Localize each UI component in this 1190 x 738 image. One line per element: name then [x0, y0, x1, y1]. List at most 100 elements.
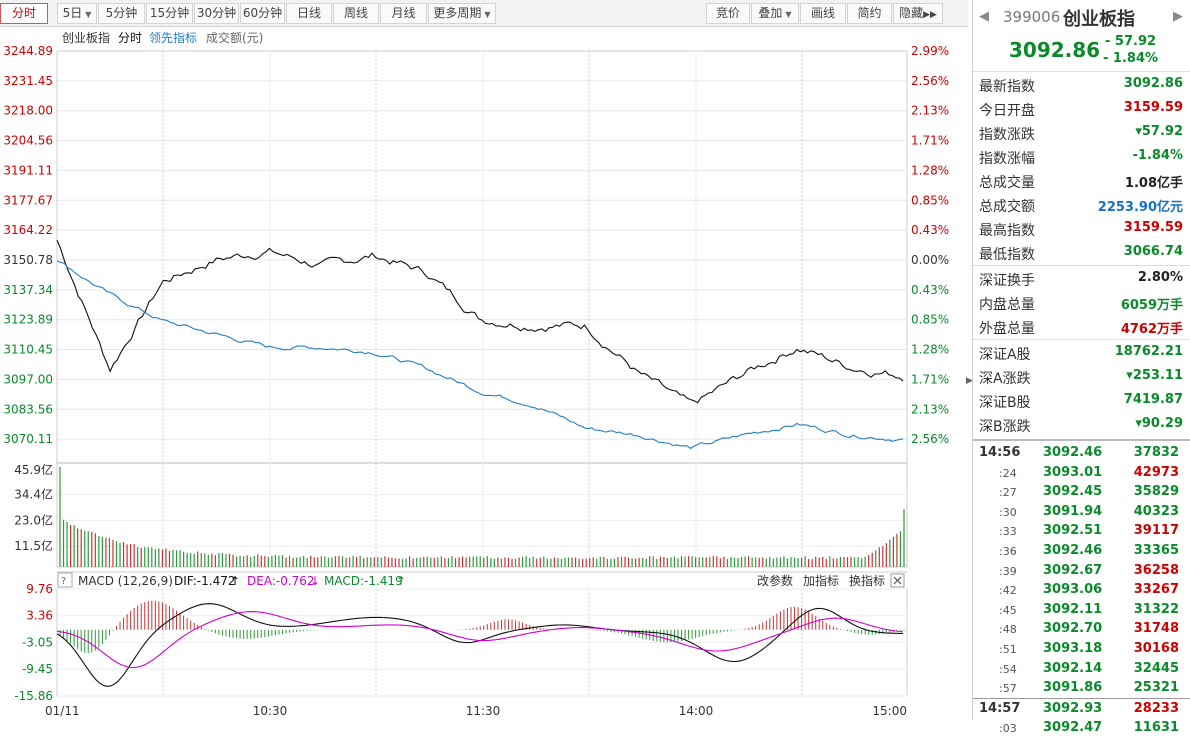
period-tab-label: 月线 — [391, 6, 416, 20]
tick-time: :27 — [999, 486, 1017, 500]
price-axis-label: 3150.78 — [3, 253, 53, 267]
tick-volume: 37832 — [1133, 445, 1179, 460]
tick-price: 3092.93 — [1043, 700, 1103, 716]
tick-separator — [973, 697, 1190, 699]
tick-row[interactable]: :03 3092.47 11631 — [973, 718, 1190, 738]
time-axis-labels: 01/11 10:30 11:30 14:00 15:00 — [45, 704, 907, 718]
tick-row[interactable]: :45 3092.11 31322 — [973, 600, 1190, 620]
macd-switch-indicator-link[interactable]: 换指标 — [849, 573, 885, 588]
stat-row: 深B涨跌 ▾90.29 — [973, 412, 1190, 436]
tick-row[interactable]: :24 3093.01 42973 — [973, 463, 1190, 483]
period-tab-9[interactable]: 更多周期 ▼ — [428, 3, 496, 24]
toolbar-button-2[interactable]: 画线 — [800, 3, 846, 24]
tick-row[interactable]: :30 3091.94 40323 — [973, 502, 1190, 522]
tick-price: 3093.18 — [1043, 641, 1103, 656]
percent-axis-label: 2.13% — [911, 104, 949, 118]
time-axis-label: 10:30 — [253, 704, 288, 718]
macd-edit-params-link[interactable]: 改参数 — [757, 573, 793, 588]
macd-axis-label: 9.76 — [26, 582, 53, 596]
macd-close-glyph — [893, 576, 902, 585]
tick-row[interactable]: :51 3093.18 30168 — [973, 639, 1190, 659]
tick-price: 3092.46 — [1043, 445, 1103, 460]
price-change-percent: - 1.84% — [1103, 51, 1159, 66]
tick-row[interactable]: :57 3091.86 25321 — [973, 678, 1190, 698]
price-change: - 57.92 — [1105, 34, 1157, 49]
tick-row[interactable]: :36 3092.46 33365 — [973, 541, 1190, 561]
quote-header: ◀ 399006 创业板指 ▶ 3092.86 - 57.92 - 1.84% — [973, 0, 1190, 72]
period-tab-5[interactable]: 60分钟 — [240, 3, 285, 24]
stats-separator — [973, 339, 1190, 340]
tick-price: 3092.70 — [1043, 621, 1103, 637]
macd-add-indicator-link[interactable]: 加指标 — [803, 573, 839, 588]
toolbar-button-0[interactable]: 竞价 — [706, 3, 750, 24]
period-tab-8[interactable]: 月线 — [380, 3, 427, 24]
tick-row[interactable]: :39 3092.67 36258 — [973, 561, 1190, 581]
tick-time: :54 — [999, 662, 1017, 676]
macd-dea-arrow: ↓ — [310, 574, 320, 588]
price-axis-label: 3070.11 — [3, 432, 53, 446]
stat-row: 内盘总量 6059万手 — [973, 290, 1190, 314]
macd-axis-label: 3.36 — [26, 609, 53, 623]
stat-value: ▾57.92 — [1135, 124, 1183, 139]
period-tab-1[interactable]: 5日 ▼ — [57, 3, 97, 24]
stat-value: 4762万手 — [1120, 322, 1183, 337]
symbol-code: 399006 — [1003, 8, 1061, 26]
tick-time: :24 — [999, 466, 1017, 480]
legend-index-name: 创业板指 — [62, 30, 110, 45]
period-tab-3[interactable]: 15分钟 — [146, 3, 193, 24]
tick-row[interactable]: 14:57 3092.93 28233 — [973, 699, 1190, 719]
period-tab-label: 15分钟 — [149, 6, 190, 20]
stat-label: 总成交量 — [979, 175, 1035, 191]
period-tab-label: 5分钟 — [105, 6, 138, 20]
tick-price: 3092.14 — [1043, 660, 1103, 676]
volume-axis-label: 34.4亿 — [14, 487, 53, 502]
intraday-chart[interactable]: 创业板指 分时 领先指标 成交额(元) 3244.89 2.99% 3231.45 2… — [0, 27, 966, 720]
tick-volume: 11631 — [1133, 720, 1179, 736]
period-tab-2[interactable]: 5分钟 — [98, 3, 145, 24]
tick-row[interactable]: :27 3092.45 35829 — [973, 482, 1190, 502]
stat-value: 3066.74 — [1123, 244, 1183, 259]
time-axis-label: 15:00 — [872, 704, 907, 718]
macd-collapse-glyph: ? — [61, 576, 66, 587]
panel-toggle-icon[interactable]: ▶ — [966, 376, 973, 386]
period-tab-4[interactable]: 30分钟 — [194, 3, 239, 24]
period-tab-0[interactable]: 分时 — [0, 3, 48, 24]
prev-symbol-icon[interactable]: ◀ — [979, 9, 989, 24]
tick-price: 3092.67 — [1043, 562, 1103, 578]
tick-volume: 42973 — [1133, 464, 1179, 480]
tick-row[interactable]: :54 3092.14 32445 — [973, 659, 1190, 679]
price-axis-label: 3177.67 — [3, 193, 53, 207]
percent-axis-label: 0.00% — [911, 253, 949, 267]
price-axis-label: 3218.00 — [3, 104, 53, 118]
price-axis-label: 3244.89 — [3, 44, 53, 58]
period-tab-label: 分时 — [11, 6, 36, 20]
percent-axis-label: 0.85% — [911, 193, 949, 207]
tick-price: 3092.11 — [1043, 601, 1103, 617]
tick-row[interactable]: 14:56 3092.46 37832 — [973, 443, 1190, 463]
tick-row[interactable]: :33 3092.51 39117 — [973, 521, 1190, 541]
stat-row: 指数涨幅 -1.84% — [973, 144, 1190, 168]
period-tab-7[interactable]: 周线 — [333, 3, 379, 24]
tick-row[interactable]: :42 3093.06 33267 — [973, 580, 1190, 600]
next-symbol-icon[interactable]: ▶ — [1173, 9, 1183, 24]
tick-time: :48 — [999, 623, 1017, 637]
toolbar-button-4[interactable]: 隐藏▶▶ — [893, 3, 943, 24]
dropdown-icon: ▼ — [484, 10, 491, 19]
price-axis-label: 3231.45 — [3, 74, 53, 88]
tick-row[interactable]: :48 3092.70 31748 — [973, 619, 1190, 639]
macd-collapse-icon[interactable] — [57, 572, 73, 588]
tick-price: 3091.94 — [1043, 503, 1103, 519]
percent-axis-label: 1.71% — [911, 372, 949, 386]
tick-volume: 33365 — [1133, 543, 1179, 558]
tick-time: :57 — [999, 682, 1017, 696]
stat-row: 总成交额 2253.90亿元 — [973, 192, 1190, 216]
stat-label: 深B涨跌 — [979, 419, 1031, 435]
tick-price: 3092.51 — [1043, 523, 1103, 539]
toolbar-button-3[interactable]: 简约 — [847, 3, 892, 24]
toolbar-button-label: 叠加 — [758, 6, 783, 20]
toolbar-button-1[interactable]: 叠加 ▼ — [751, 3, 799, 24]
tick-volume: 35829 — [1133, 484, 1179, 500]
period-tab-6[interactable]: 日线 — [286, 3, 332, 24]
percent-axis-label: 1.28% — [911, 163, 949, 177]
stat-value: 7419.87 — [1123, 392, 1183, 407]
